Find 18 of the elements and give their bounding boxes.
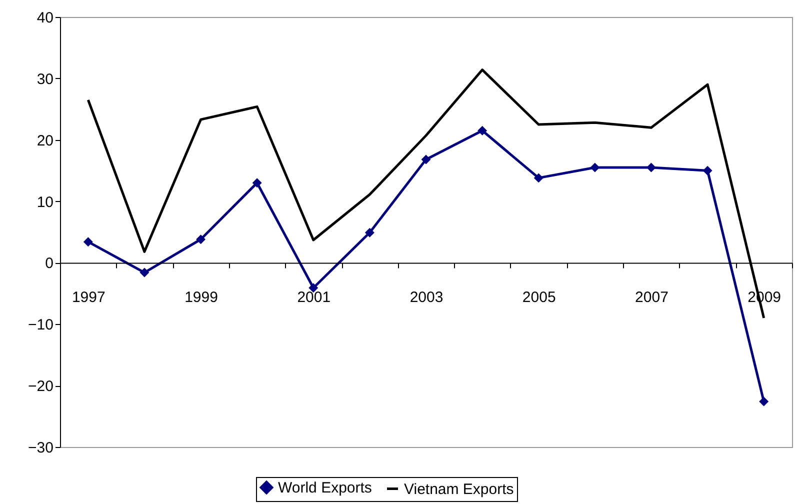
- x-tick-label: 1997: [72, 289, 106, 306]
- legend-label: Vietnam Exports: [404, 480, 514, 498]
- x-tick-label: 2003: [410, 289, 444, 306]
- y-tick-label: 30: [36, 70, 54, 88]
- y-tick-label: −20: [28, 378, 54, 396]
- legend-label: World Exports: [278, 480, 372, 497]
- y-tick-label: −30: [28, 440, 54, 456]
- x-tick-label: 2007: [635, 289, 668, 306]
- y-tick-label: 0: [45, 255, 54, 272]
- y-tick-label: 40: [36, 10, 54, 26]
- y-tick-label: −10: [28, 316, 54, 334]
- point: [646, 162, 656, 172]
- point: [196, 234, 206, 244]
- y-tick-label: 10: [36, 194, 54, 211]
- x-tick-label: 2001: [297, 289, 331, 306]
- x-tick-label: 2005: [522, 289, 556, 306]
- x-tick-label: 1999: [184, 289, 218, 306]
- y-tick-label: 20: [36, 132, 54, 150]
